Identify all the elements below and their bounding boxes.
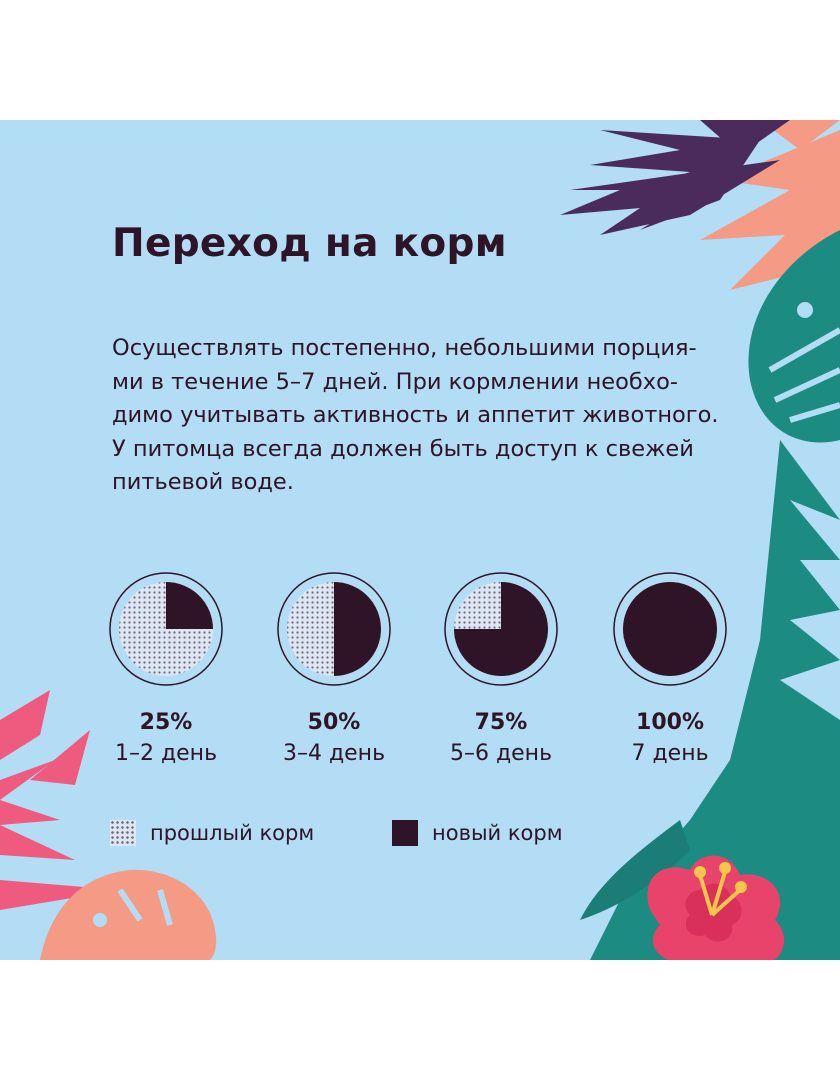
instructions-line: У питомца всегда должен быть доступ к св… — [112, 435, 694, 462]
instructions-line: ми в течение 5–7 дней. При кормлении нео… — [112, 368, 678, 395]
stage-percent: 75% — [474, 710, 528, 735]
new-food-swatch-icon — [392, 820, 418, 846]
stage-days: 1–2 день — [114, 741, 218, 766]
stage-days: 7 день — [631, 741, 709, 766]
feeding-transition-card: Переход на корм Осуществлять постепенно,… — [0, 120, 840, 960]
stage-25: 25% 1–2 день — [96, 570, 236, 766]
pie-new-food-slice — [623, 582, 717, 676]
stage-percent: 100% — [636, 710, 704, 735]
pie-new-food-slice — [454, 582, 548, 676]
page-title: Переход на корм — [112, 221, 507, 266]
portion-pie-icon — [613, 572, 727, 686]
purple-palm-leaf-icon — [560, 120, 790, 235]
legend-old-food: прошлый корм — [110, 820, 314, 846]
pie-outer-ring — [277, 572, 391, 686]
legend-new-label: новый корм — [432, 821, 563, 845]
legend-new-food: новый корм — [392, 820, 563, 846]
portion-pie-icon — [109, 572, 223, 686]
instructions-text: Осуществлять постепенно, небольшими порц… — [112, 332, 732, 500]
pink-palm-leaf-icon — [0, 690, 120, 910]
instructions-line: питьевой воде. — [112, 469, 294, 495]
stage-days: 5–6 день — [449, 741, 553, 766]
stage-100: 100% 7 день — [600, 570, 740, 766]
instructions-line: димо учитывать активность и аппетит живо… — [112, 402, 719, 428]
stage-50: 50% 3–4 день — [264, 570, 404, 766]
pie-outer-ring — [444, 572, 558, 686]
instructions-line: Осуществлять постепенно, небольшими порц… — [112, 335, 697, 361]
pie-outer-ring — [613, 572, 727, 686]
pie-new-food-slice — [334, 582, 381, 676]
stage-75: 75% 5–6 день — [431, 570, 571, 766]
portion-pie-icon — [277, 572, 391, 686]
pie-new-food-slice — [166, 582, 213, 629]
pie-outer-ring — [109, 572, 223, 686]
teal-monstera-leaf-icon — [748, 230, 840, 443]
hibiscus-flower-icon — [647, 855, 785, 960]
stage-percent: 25% — [139, 710, 193, 735]
old-food-swatch-icon — [110, 820, 136, 846]
stage-days: 3–4 день — [282, 741, 386, 766]
teal-palm-leaf-icon — [590, 440, 840, 960]
teal-leaf-left-icon — [580, 820, 690, 920]
tropical-leaves-decoration — [0, 120, 840, 960]
portion-pie-icon — [444, 572, 558, 686]
legend-old-label: прошлый корм — [150, 821, 315, 845]
stage-percent: 50% — [307, 710, 361, 735]
salmon-monstera-leaf-icon — [40, 869, 217, 960]
